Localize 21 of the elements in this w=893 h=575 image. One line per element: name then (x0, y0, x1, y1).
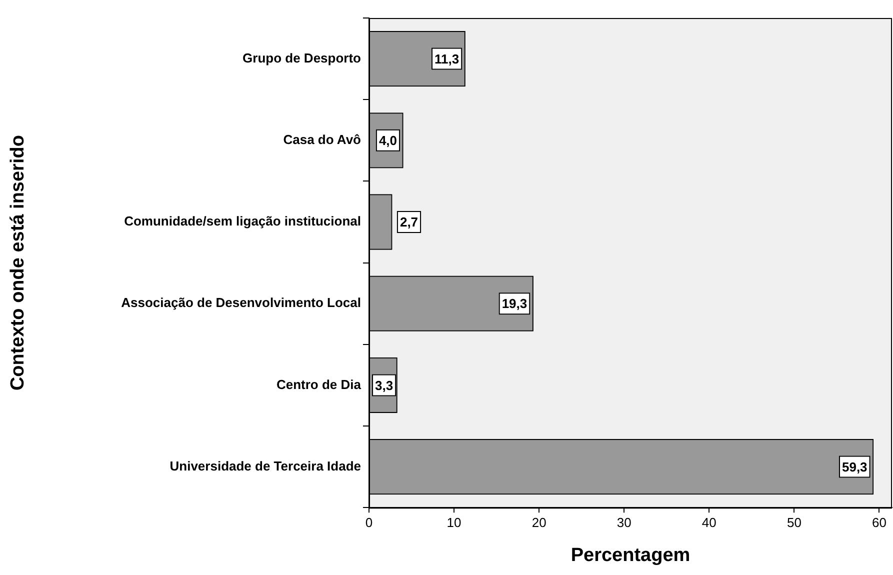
data-label: 3,3 (374, 378, 394, 393)
y-tick-label: Grupo de Desporto (242, 50, 362, 66)
x-tick-label: 0 (365, 514, 373, 530)
x-tick-label: 20 (532, 514, 546, 530)
data-label: 2,7 (400, 214, 418, 230)
y-tick-label: Centro de Dia (276, 376, 362, 392)
x-tick-label: 60 (872, 514, 886, 530)
y-tick-label: Universidade de Terceira Idade (170, 458, 361, 474)
x-tick-label: 50 (786, 514, 802, 530)
y-tick-label: Casa do Avô (283, 132, 362, 147)
data-label: 59,3 (842, 459, 868, 474)
x-tick-label: 30 (616, 514, 632, 530)
x-tick-label: 40 (702, 514, 716, 530)
data-label: 11,3 (434, 51, 460, 66)
x-axis-title: Percentagem (570, 544, 690, 566)
data-label: 19,3 (502, 296, 528, 312)
data-label: 4,0 (378, 132, 398, 148)
y-axis-title: Contexto onde está inserido (8, 135, 29, 391)
y-tick-label: Comunidade/sem ligação institucional (124, 214, 361, 229)
y-tick-label: Associação de Desenvolvimento Local (121, 295, 361, 310)
x-tick-label: 10 (446, 514, 462, 530)
